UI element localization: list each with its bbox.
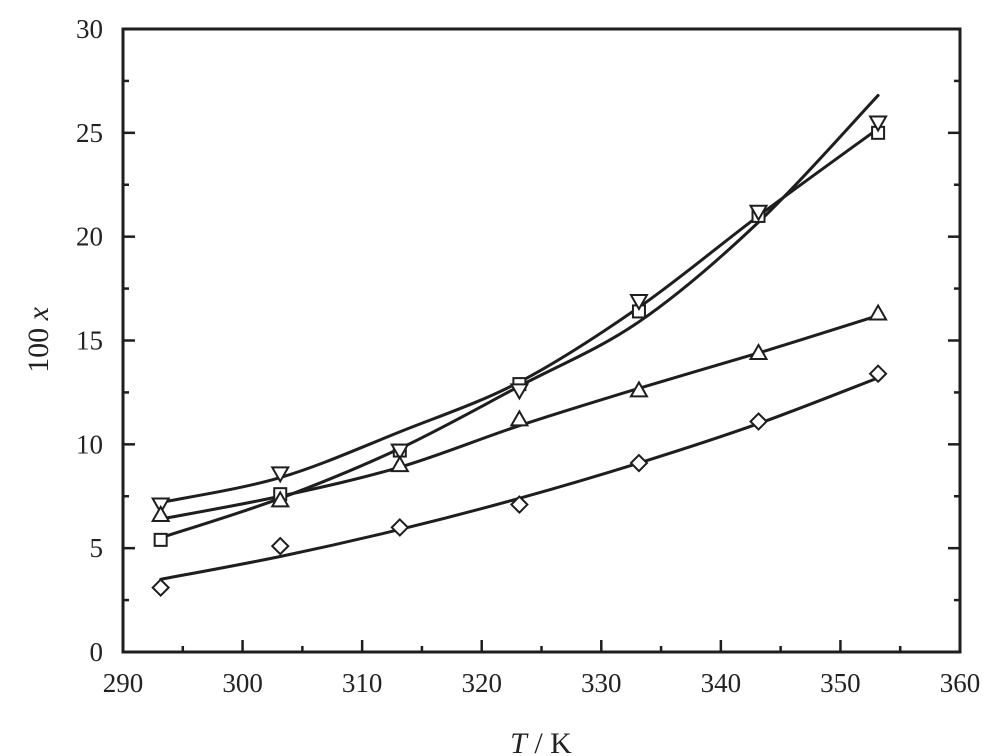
x-axis-label: T / K	[510, 727, 572, 756]
x-tick-label: 340	[701, 668, 742, 698]
marker-down-triangle	[270, 466, 290, 484]
axis-ticks	[123, 79, 960, 652]
y-tick-label: 25	[76, 118, 103, 148]
x-tick-label: 360	[940, 668, 981, 698]
marker-diamond	[629, 453, 649, 473]
x-axis-unit: / K	[527, 727, 572, 756]
fit-curve-diamond	[159, 376, 880, 581]
y-axis-prefix: 100	[22, 320, 55, 373]
marker-down-triangle	[868, 115, 888, 133]
y-axis-var: x	[22, 306, 55, 321]
marker-up-triangle	[390, 455, 410, 473]
y-axis-label: 100 x	[22, 306, 55, 373]
x-tick-label: 310	[342, 668, 383, 698]
marker-down-triangle	[748, 204, 769, 222]
marker-down-triangle	[629, 294, 649, 312]
marker-diamond	[390, 517, 410, 537]
marker-down-triangle	[509, 383, 530, 401]
fit-curve-square	[159, 93, 880, 540]
marker-diamond	[868, 364, 888, 384]
fit-curve-down-triangle	[159, 127, 880, 504]
marker-diamond	[270, 536, 290, 556]
x-tick-label: 300	[222, 668, 263, 698]
y-tick-label: 5	[90, 533, 104, 563]
marker-diamond	[749, 412, 768, 431]
marker-down-triangle	[390, 443, 410, 461]
marker-diamond	[151, 578, 171, 598]
marker-square	[153, 532, 168, 547]
marker-up-triangle	[150, 504, 171, 522]
marker-up-triangle	[509, 409, 530, 427]
y-tick-label: 20	[76, 222, 103, 252]
plot-frame	[121, 27, 962, 654]
x-tick-label: 290	[103, 668, 144, 698]
data-markers	[150, 115, 888, 598]
marker-diamond	[509, 495, 529, 514]
axis-tick-labels: 290 300 310 320 330 340 350 360 0 5 10 15 20 25 30	[76, 14, 980, 698]
marker-up-triangle	[868, 303, 888, 321]
marker-up-triangle	[270, 490, 290, 508]
marker-up-triangle	[629, 380, 649, 398]
y-tick-label: 10	[76, 429, 103, 459]
x-axis-var: T	[510, 727, 529, 756]
y-tick-label: 30	[76, 14, 103, 44]
y-tick-label: 15	[76, 326, 103, 356]
axes: 290 300 310 320 330 340 350 360 0 5 10 15 20 25 30	[76, 14, 980, 698]
y-tick-label: 0	[90, 637, 104, 667]
x-tick-label: 350	[820, 668, 861, 698]
x-tick-label: 330	[581, 668, 622, 698]
x-tick-label: 320	[461, 668, 502, 698]
marker-up-triangle	[748, 342, 769, 360]
